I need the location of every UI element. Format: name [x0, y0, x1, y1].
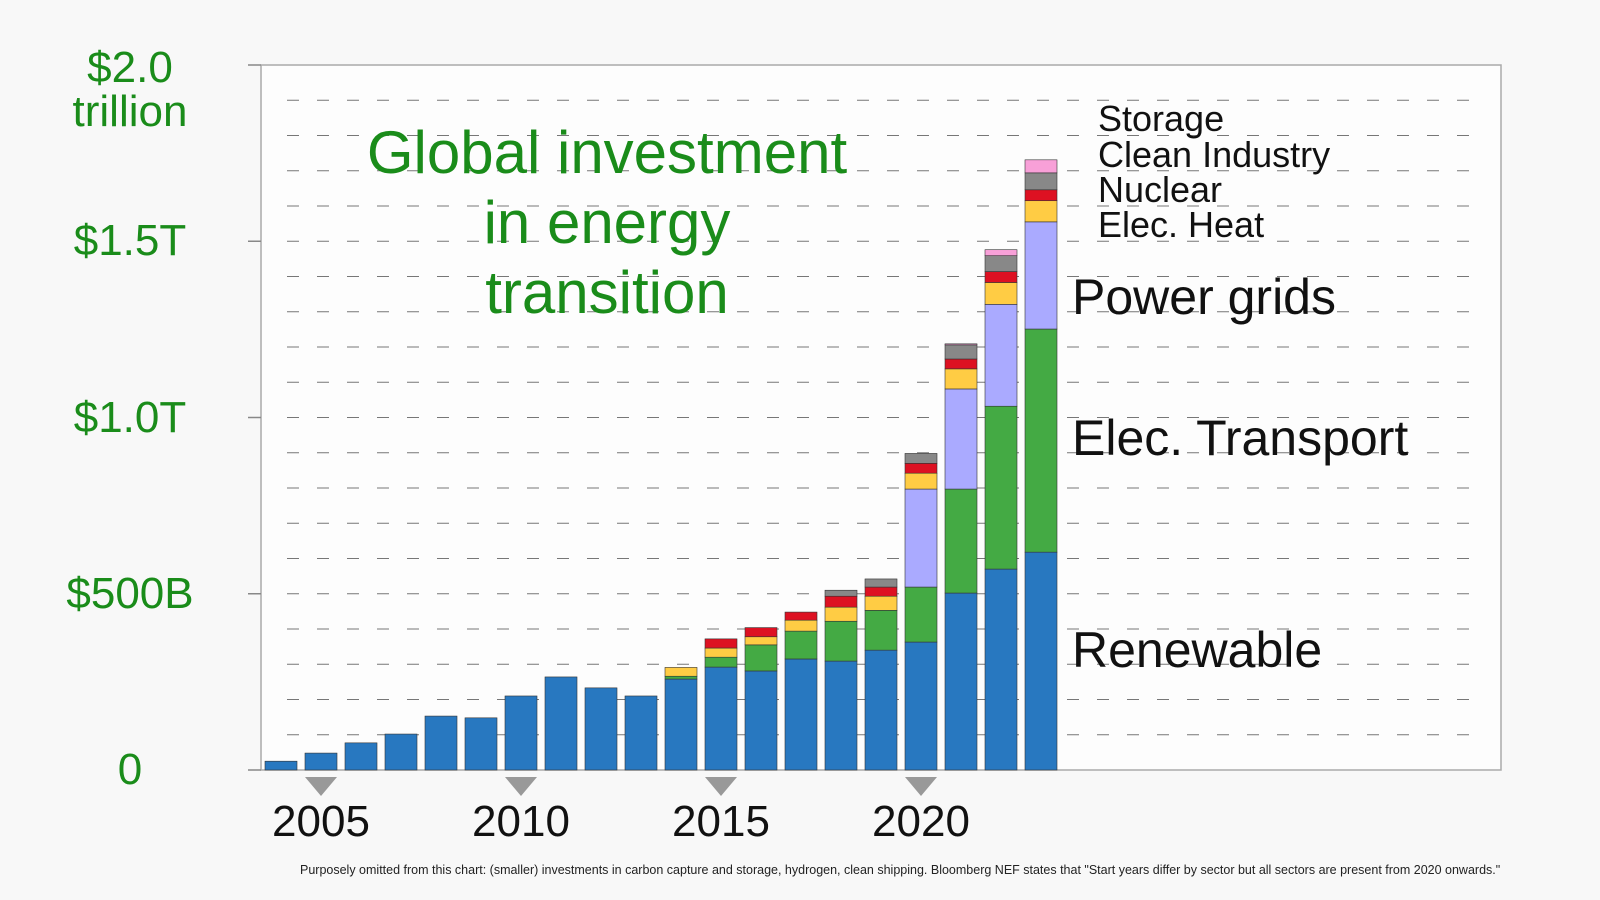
bar-segment [824, 589, 858, 597]
bar-segment [984, 271, 1018, 283]
bar-segment [784, 619, 818, 632]
y-tick-label: $500B [66, 568, 194, 618]
x-tick-label: 2005 [272, 797, 370, 846]
legend-label: Renewable [1072, 622, 1323, 678]
bar-segment [1024, 189, 1058, 202]
bar-segment [944, 344, 978, 360]
bar-segment [824, 606, 858, 622]
bar-segment [824, 595, 858, 608]
bar-segment [904, 453, 938, 464]
bar-segment [864, 595, 898, 611]
bar-segment [824, 660, 858, 771]
chart-title: Global investment in energy transition [366, 119, 848, 327]
y-tick-label: $1.0T [73, 392, 187, 442]
bar-segment [1024, 200, 1058, 223]
bar-segment [504, 695, 538, 771]
legend-label: Clean Industry [1098, 134, 1331, 175]
bar-segment [904, 472, 938, 490]
bar-segment [904, 586, 938, 643]
bar-segment [864, 586, 898, 597]
bar-segment [984, 255, 1018, 272]
bar-segment [584, 687, 618, 771]
x-tick-label: 2010 [472, 797, 570, 846]
bar-segment [944, 488, 978, 594]
bar-segment [824, 620, 858, 662]
bar-segment [664, 675, 698, 680]
bar-segment [264, 760, 298, 771]
bar-segment [704, 666, 738, 771]
bar-segment [544, 676, 578, 771]
bar-segment [1024, 328, 1058, 553]
bar-segment [984, 249, 1018, 257]
legend-label: Power grids [1072, 269, 1336, 325]
bar-segment [944, 368, 978, 390]
x-tick [305, 777, 337, 796]
bar-segment [664, 678, 698, 771]
bar-segment [744, 644, 778, 672]
bar-segment [1024, 221, 1058, 330]
y-tick-label: $1.5T [73, 216, 187, 266]
y-tick-label: 0 [117, 745, 143, 794]
bar-segment [944, 592, 978, 771]
bar-segment [704, 656, 738, 668]
bar-segment [784, 658, 818, 771]
bar-segment [944, 343, 978, 346]
bar-segment [984, 304, 1018, 407]
y-tick-label: $2.0 trillion [72, 43, 188, 136]
bar-segment [424, 715, 458, 771]
bar-segment [1024, 159, 1058, 174]
legend-label: Storage [1098, 98, 1225, 139]
bar-segment [664, 667, 698, 677]
bar-segment [464, 717, 498, 771]
x-tick [505, 777, 537, 796]
bar-segment [384, 733, 418, 771]
bar-segment [344, 742, 378, 771]
bar-segment [984, 405, 1018, 570]
bar-segment [864, 578, 898, 588]
bar-segment [784, 630, 818, 660]
bar-segment [984, 282, 1018, 305]
x-tick-label: 2020 [872, 797, 970, 846]
bar-segment [1024, 551, 1058, 771]
bar-segment [744, 670, 778, 771]
bar-segment [1024, 172, 1058, 191]
bar-segment [944, 388, 978, 490]
legend-label: Nuclear [1098, 169, 1223, 210]
bar-segment [704, 638, 738, 649]
bar-segment [304, 752, 338, 771]
legend-label: Elec. Heat [1098, 204, 1265, 245]
bar-segment [744, 636, 778, 646]
x-tick [905, 777, 937, 796]
bar-segment [904, 463, 938, 474]
x-tick-label: 2015 [672, 797, 770, 846]
bar-segment [904, 488, 938, 588]
bar-segment [904, 641, 938, 771]
footnote: Purposely omitted from this chart: (smal… [300, 863, 1501, 877]
bar-segment [944, 358, 978, 370]
bar-segment [784, 611, 818, 621]
bar-segment [864, 610, 898, 651]
bar-segment [624, 695, 658, 771]
bar-segment [704, 647, 738, 658]
x-tick [705, 777, 737, 796]
bar-segment [984, 568, 1018, 771]
bar-segment [744, 627, 778, 638]
legend-label: Elec. Transport [1072, 410, 1409, 466]
bar-segment [864, 649, 898, 771]
